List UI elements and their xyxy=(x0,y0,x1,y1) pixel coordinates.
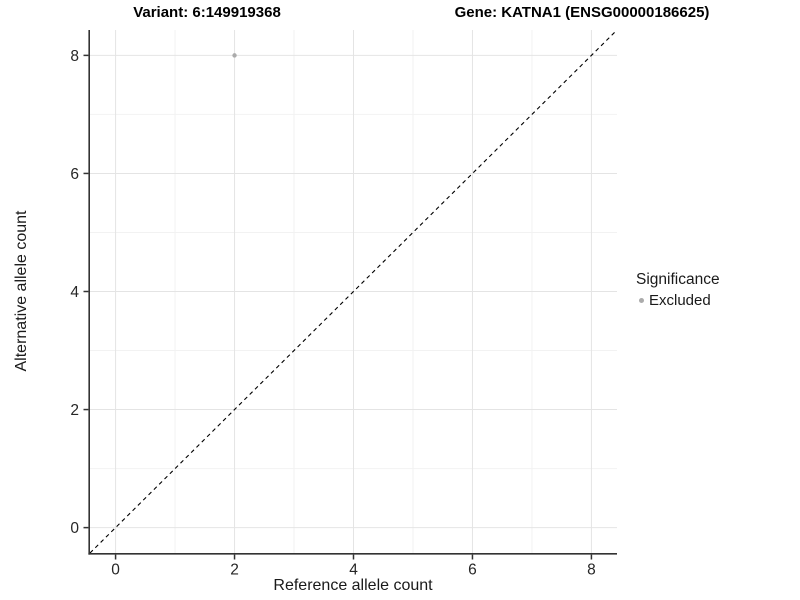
legend-point-icon xyxy=(639,298,644,303)
x-tick-label: 8 xyxy=(587,562,596,579)
x-axis-title: Reference allele count xyxy=(273,577,433,594)
legend-title: Significance xyxy=(636,271,720,288)
legend: Significance Excluded xyxy=(630,271,720,309)
y-tick-label: 6 xyxy=(70,166,79,183)
data-point xyxy=(232,53,237,58)
y-tick-label: 2 xyxy=(70,402,79,419)
legend-item-label: Excluded xyxy=(649,292,711,309)
y-tick-label: 8 xyxy=(70,48,79,65)
x-tick-label: 4 xyxy=(349,562,358,579)
y-axis-title: Alternative allele count xyxy=(13,210,30,372)
x-tick-label: 2 xyxy=(230,562,239,579)
x-tick-label: 0 xyxy=(111,562,120,579)
y-tick-label: 4 xyxy=(70,284,79,301)
y-tick-label: 0 xyxy=(70,520,79,537)
variant-title: Variant: 6:149919368 xyxy=(133,4,281,21)
x-tick-label: 6 xyxy=(468,562,477,579)
gene-title: Gene: KATNA1 (ENSG00000186625) xyxy=(454,4,710,21)
identity-dashed-line xyxy=(89,29,618,554)
legend-item-excluded: Excluded xyxy=(630,292,720,309)
